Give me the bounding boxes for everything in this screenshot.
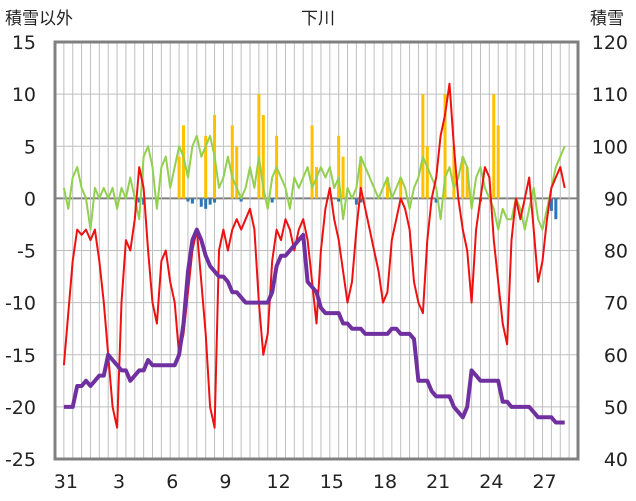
x-tick-label: 15 <box>320 471 344 493</box>
tick-labels: 151050-5-10-15-20-2512011010090807060504… <box>5 32 628 493</box>
right-tick-label: 40 <box>604 449 628 471</box>
left-tick-label: -10 <box>5 293 36 315</box>
precip-bar <box>434 198 438 203</box>
x-tick-label: 18 <box>373 471 397 493</box>
x-tick-label: 27 <box>532 471 556 493</box>
right-axis-label: 積雪 <box>590 9 624 29</box>
precip-bar <box>549 198 553 211</box>
precip-bar <box>213 198 217 203</box>
precip-bar <box>239 198 243 202</box>
left-tick-label: 0 <box>24 188 36 210</box>
right-tick-label: 80 <box>604 241 628 263</box>
precip-bar <box>359 198 363 203</box>
precip-bar <box>137 198 141 203</box>
wind-line <box>62 134 566 231</box>
precip-bar <box>204 198 208 209</box>
precip-bar <box>190 198 194 204</box>
line-series <box>62 82 566 429</box>
sunshine-bar <box>261 114 265 199</box>
right-tick-label: 60 <box>604 345 628 367</box>
x-tick-label: 24 <box>479 471 503 493</box>
sunshine-bar <box>230 125 234 199</box>
snow_depth-line <box>63 227 565 425</box>
precip-bar <box>270 198 274 203</box>
sunshine-bar <box>452 146 456 199</box>
chart-title: 下川 <box>301 9 335 29</box>
sunshine-bar <box>341 156 345 199</box>
left-tick-label: 15 <box>12 32 36 54</box>
sunshine-bar <box>399 177 403 199</box>
right-tick-label: 110 <box>592 84 628 106</box>
left-tick-label: -15 <box>5 345 36 367</box>
right-tick-label: 70 <box>604 293 628 315</box>
sunshine-bar <box>496 125 500 199</box>
plot-border <box>53 40 580 461</box>
sunshine-bar <box>235 146 239 199</box>
sunshine-bar <box>177 156 181 199</box>
x-tick-label: 9 <box>219 471 231 493</box>
x-tick-label: 12 <box>267 471 291 493</box>
sunshine-bar <box>425 146 429 199</box>
left-tick-label: 5 <box>24 136 36 158</box>
left-tick-label: -20 <box>5 397 36 419</box>
right-tick-label: 100 <box>592 136 628 158</box>
temperature-line <box>62 82 566 429</box>
precip-bar <box>337 198 341 202</box>
plot-frame <box>53 40 580 461</box>
grid-lines <box>55 41 578 460</box>
left-tick-label: -25 <box>5 449 36 471</box>
x-tick-label: 31 <box>54 471 78 493</box>
sunshine-bar <box>310 125 314 199</box>
sunshine-bar <box>315 167 318 199</box>
sunshine-bar <box>443 94 447 199</box>
sunshine-bar <box>492 94 496 199</box>
left-tick-label: 10 <box>12 84 36 106</box>
left-axis-label: 積雪以外 <box>5 9 73 29</box>
precip-bar <box>186 198 190 202</box>
x-tick-label: 3 <box>113 471 125 493</box>
sunshine-bar <box>465 167 469 199</box>
sunshine-bar <box>204 135 208 199</box>
right-tick-label: 90 <box>604 188 628 210</box>
sunshine-bar <box>337 135 341 199</box>
right-tick-label: 120 <box>592 32 628 54</box>
sunshine-bar <box>257 94 261 199</box>
sunshine-bar <box>182 125 186 199</box>
x-tick-label: 6 <box>166 471 178 493</box>
sunshine-bar <box>461 156 465 199</box>
right-tick-label: 50 <box>604 397 628 419</box>
left-tick-label: -5 <box>17 241 36 263</box>
precip-bar <box>199 198 203 207</box>
precip-bar <box>208 198 212 205</box>
precip-bar <box>554 198 558 220</box>
sunshine-bar <box>359 156 363 199</box>
x-tick-label: 21 <box>426 471 450 493</box>
precip-bar <box>354 198 358 205</box>
sunshine-bar <box>421 94 425 199</box>
sunshine-bar <box>385 177 389 199</box>
